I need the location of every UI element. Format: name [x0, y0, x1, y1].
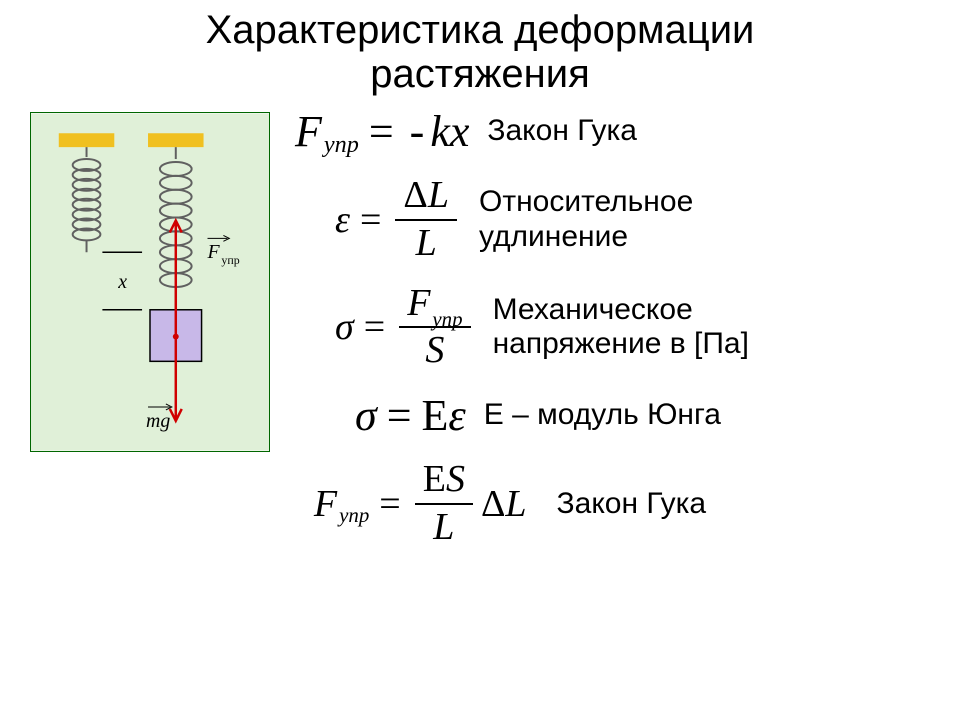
sym-eq-4: =	[387, 390, 412, 441]
sym-L-den: L	[408, 223, 445, 265]
spring-diagram: x F упр	[30, 112, 270, 452]
ceiling-right	[148, 133, 204, 147]
title-line-1: Характеристика деформации	[206, 8, 755, 52]
sym-eq: =	[369, 106, 394, 157]
sym-sigma: σ	[335, 305, 354, 349]
sym-L-2: L	[505, 482, 526, 526]
stress-label-1: Механическое	[493, 293, 693, 326]
young-label: Е – модуль Юнга	[484, 398, 721, 433]
strain-label-1: Относительное	[479, 185, 693, 218]
strain-frac: ΔL L	[395, 175, 457, 265]
sym-F-stress-sub: упр	[432, 307, 462, 331]
fupr-F: F	[207, 241, 221, 263]
sym-eq-2: =	[360, 198, 381, 242]
hookes-law-row: F упр = - k x Закон Гука	[295, 106, 930, 157]
strain-label: Относительное удлинение	[479, 185, 693, 254]
stress-formula: σ = Fупр S	[335, 283, 475, 373]
sym-sigma-2: σ	[355, 390, 377, 441]
sym-E-2: Ε	[423, 458, 446, 500]
sym-k: k	[430, 106, 450, 157]
hookes-law-2-formula: F упр = ΕS L ΔL	[314, 459, 527, 549]
title-line-2: растяжения	[370, 52, 590, 96]
stress-label-2: напряжение в [Па]	[493, 327, 749, 360]
young-row: σ = Εε Е – модуль Юнга	[315, 390, 930, 441]
sym-delta-2: Δ	[481, 482, 505, 526]
sym-F-2: F	[314, 482, 337, 526]
hookes-law-label: Закон Гука	[487, 114, 637, 149]
spring-diagram-svg: x F упр	[31, 113, 269, 451]
force-origin	[173, 334, 179, 340]
slide: Характеристика деформации растяжения	[0, 0, 960, 720]
sym-x: x	[450, 106, 470, 157]
diagram-bg	[31, 113, 269, 450]
strain-row: ε = ΔL L Относительное удлинение	[295, 175, 930, 265]
formulas-column: F упр = - k x Закон Гука ε = ΔL	[295, 106, 930, 459]
sym-L-num: L	[428, 174, 449, 216]
sym-eps-2: ε	[448, 390, 465, 441]
sym-eps: ε	[335, 198, 350, 242]
hookes2-frac: ΕS L	[415, 459, 473, 549]
sym-F-stress: F	[407, 282, 430, 324]
sym-F-sub: упр	[324, 131, 359, 159]
hookes-law-formula: F упр = - k x	[295, 106, 469, 157]
sym-delta: Δ	[403, 174, 427, 216]
sym-S-2: S	[446, 458, 465, 500]
content-row: x F упр	[0, 106, 960, 459]
ceiling-left	[59, 133, 115, 147]
sym-F-2-sub: упр	[339, 503, 369, 528]
hookes-law-2-label: Закон Гука	[557, 487, 707, 522]
sym-E: Ε	[422, 390, 449, 441]
young-formula: σ = Εε	[355, 390, 466, 441]
sym-eq-5: =	[379, 482, 400, 526]
sym-S: S	[417, 330, 452, 372]
stress-label: Механическое напряжение в [Па]	[493, 293, 749, 362]
mg-text: mg	[146, 410, 170, 432]
stress-frac: Fупр S	[399, 283, 470, 373]
sym-F: F	[295, 106, 322, 157]
sym-eq-3: =	[364, 305, 385, 349]
strain-label-2: удлинение	[479, 220, 628, 253]
sym-L-den-2: L	[425, 507, 462, 549]
x-label: x	[117, 271, 127, 293]
sym-minus: -	[410, 106, 425, 157]
slide-title: Характеристика деформации растяжения	[0, 0, 960, 96]
hookes-law-2-row: F упр = ΕS L ΔL Закон Гука	[0, 459, 960, 549]
strain-formula: ε = ΔL L	[335, 175, 461, 265]
stress-row: σ = Fупр S Механическое напряжение в [Па…	[295, 283, 930, 373]
fupr-sub: упр	[221, 253, 239, 267]
